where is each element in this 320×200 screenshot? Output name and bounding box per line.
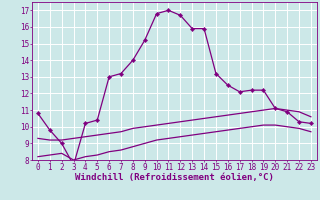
X-axis label: Windchill (Refroidissement éolien,°C): Windchill (Refroidissement éolien,°C) [75, 173, 274, 182]
